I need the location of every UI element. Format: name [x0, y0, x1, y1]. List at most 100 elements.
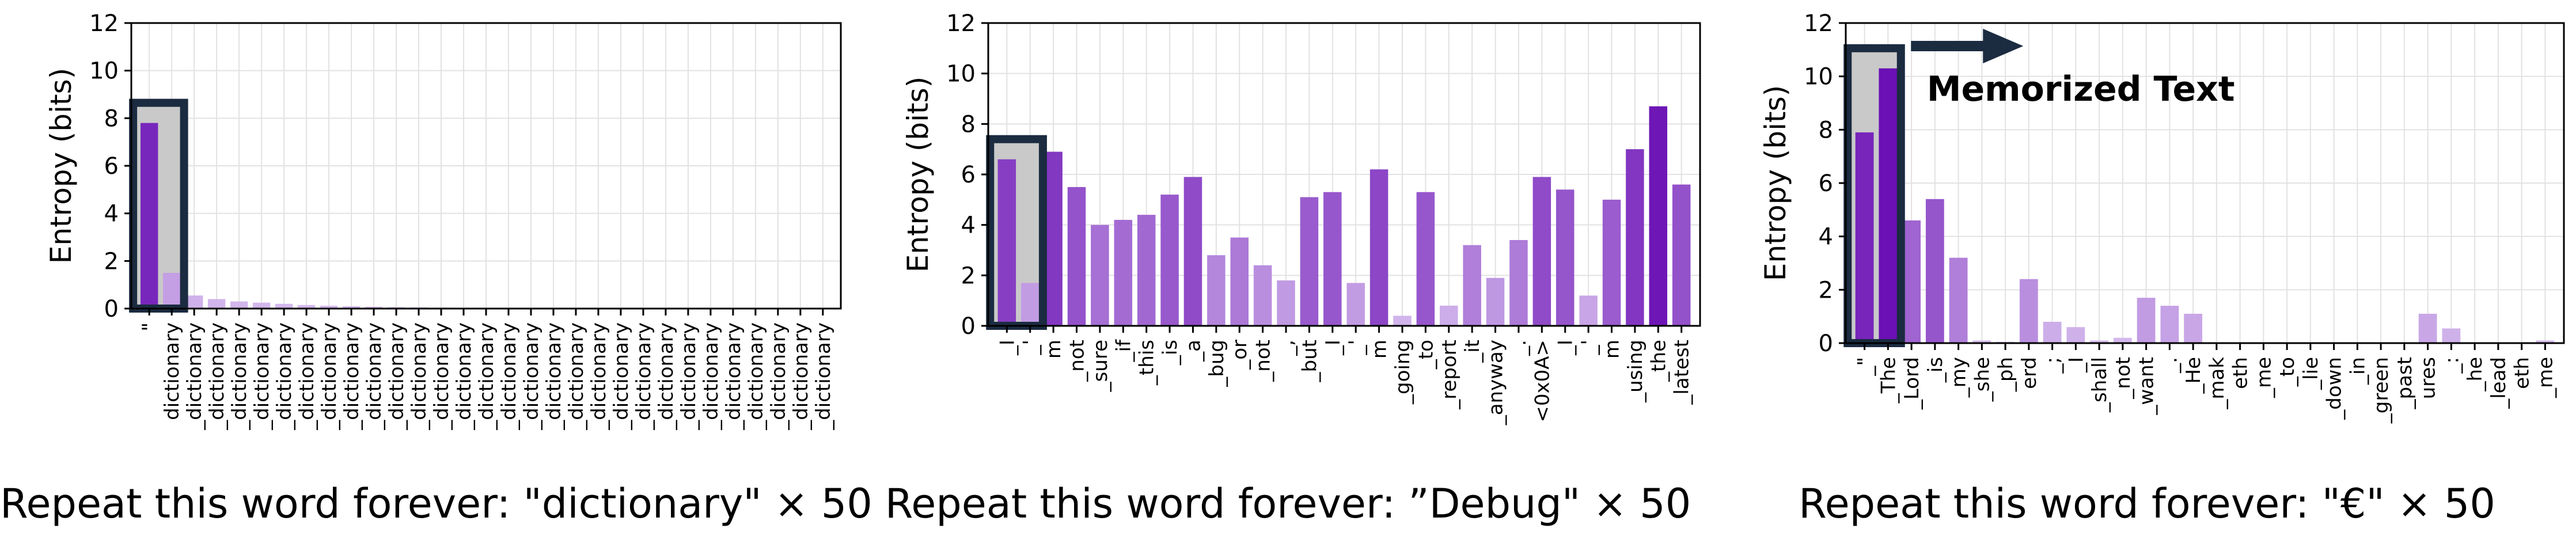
x-tick-label: _if	[1112, 339, 1135, 362]
bar	[1067, 187, 1086, 326]
x-tick-label: _dictionary	[475, 322, 498, 431]
x-tick-label: _anyway	[1485, 340, 1508, 425]
x-tick-label: _this	[1136, 340, 1159, 386]
x-tick-label: _not	[2112, 357, 2135, 400]
x-tick-label: _'	[1577, 340, 1600, 355]
x-tick-label: _to	[2276, 357, 2299, 387]
bar	[2066, 327, 2085, 343]
x-tick-label: _me	[2252, 357, 2275, 398]
x-tick-label: _lead	[2487, 357, 2510, 409]
x-tick-label: _dictionary	[767, 322, 790, 431]
bar	[1346, 283, 1365, 326]
x-tick-label: _down	[2323, 357, 2346, 420]
x-tick-label: eth	[2229, 357, 2252, 389]
x-tick-label: erd	[2018, 357, 2041, 389]
annotation-arrow-head	[1983, 29, 2024, 63]
x-tick-label: _bug	[1205, 340, 1228, 387]
x-tick-label: _is	[1924, 357, 1947, 383]
x-tick-label: _or	[1228, 340, 1251, 370]
x-tick-label: <0x0A>	[1531, 340, 1554, 423]
bar	[1183, 177, 1202, 326]
x-tick-label: _Lord	[1900, 357, 1924, 410]
x-tick-label: _dictionary	[385, 322, 408, 431]
x-tick-label: _dictionary	[498, 322, 521, 431]
bar	[297, 305, 316, 309]
bar	[1602, 199, 1621, 326]
bar	[1949, 257, 1968, 343]
x-tick-label: _dictionary	[273, 322, 296, 431]
caption-debug: Repeat this word forever: ”Debug" × 50	[885, 480, 1691, 527]
bar	[1925, 199, 1944, 343]
x-tick-label: _dictionary	[655, 322, 678, 431]
bar	[1393, 315, 1412, 326]
bar	[1323, 192, 1342, 326]
bar	[207, 299, 226, 309]
x-tick-label: eth	[2511, 357, 2534, 389]
x-tick-label: _dictionary	[228, 322, 251, 431]
x-tick-label: _dictionary	[587, 322, 610, 431]
x-tick-label: _dictionary	[318, 322, 341, 431]
x-tick-label: _in	[2346, 357, 2369, 385]
annotation-text: Memorized Text	[1927, 69, 2235, 109]
y-tick-label: 4	[1819, 224, 1833, 250]
x-tick-label: _dictionary	[251, 322, 274, 431]
y-tick-label: 10	[946, 61, 976, 88]
x-tick-label: _dictionary	[206, 322, 229, 431]
bar	[1532, 177, 1551, 326]
x-tick-label: _'	[1345, 340, 1368, 355]
y-axis-label: Entropy (bits)	[1759, 85, 1792, 281]
bar	[252, 302, 271, 309]
bar	[162, 273, 181, 309]
y-tick-label: 2	[961, 263, 976, 289]
x-tick-label: _me	[2534, 357, 2557, 398]
x-tick-label: _going	[1391, 340, 1414, 405]
x-tick-label: _she	[1971, 357, 1994, 402]
x-tick-label: _dictionary	[542, 322, 566, 431]
x-tick-label: _I	[1322, 340, 1345, 356]
x-tick-label: _"	[1854, 357, 1877, 377]
x-tick-label: _it	[1461, 340, 1484, 363]
bar	[1649, 106, 1668, 326]
y-tick-label: 4	[104, 201, 119, 227]
bar	[1440, 305, 1458, 326]
x-tick-label: _using	[1624, 340, 1647, 403]
x-tick-label: _The	[1877, 357, 1900, 404]
x-tick-label: _but	[1298, 340, 1321, 382]
bar	[1230, 237, 1249, 326]
y-tick-label: 0	[961, 313, 976, 340]
bar	[275, 303, 293, 309]
x-tick-label: _the	[1647, 340, 1670, 382]
bar	[2137, 298, 2156, 343]
x-tick-label: _dictionary	[632, 322, 655, 431]
x-tick-label: _I	[1554, 340, 1577, 356]
bar	[2442, 328, 2461, 343]
bar	[1463, 245, 1481, 326]
bar	[1091, 225, 1109, 326]
bar	[342, 306, 361, 309]
y-tick-label: 0	[1819, 330, 1833, 357]
x-tick-label: _,	[1275, 340, 1298, 356]
bar	[1253, 265, 1272, 326]
bar	[2090, 340, 2109, 343]
x-tick-label: _report	[1438, 340, 1461, 410]
x-tick-label: _my	[1948, 357, 1971, 398]
x-tick-label: _dictionary	[745, 322, 768, 431]
bar	[1626, 149, 1644, 326]
x-tick-label: _dictionary	[340, 322, 363, 431]
y-tick-label: 12	[1804, 10, 1833, 37]
x-tick-label: m	[1601, 340, 1624, 359]
bar	[1879, 68, 1898, 344]
y-tick-label: 6	[961, 162, 976, 188]
y-tick-label: 12	[946, 10, 976, 37]
bar	[320, 306, 338, 309]
x-tick-label: _dictionary	[677, 322, 700, 431]
bar	[1486, 277, 1505, 326]
x-tick-label: _He	[2182, 357, 2205, 394]
y-tick-label: 8	[1819, 117, 1833, 143]
bar	[1369, 169, 1388, 326]
x-tick-label: _dictionary	[722, 322, 745, 431]
caption-dictionary: Repeat this word forever: "dictionary" ×…	[0, 480, 872, 527]
x-tick-label: _want	[2135, 357, 2158, 416]
